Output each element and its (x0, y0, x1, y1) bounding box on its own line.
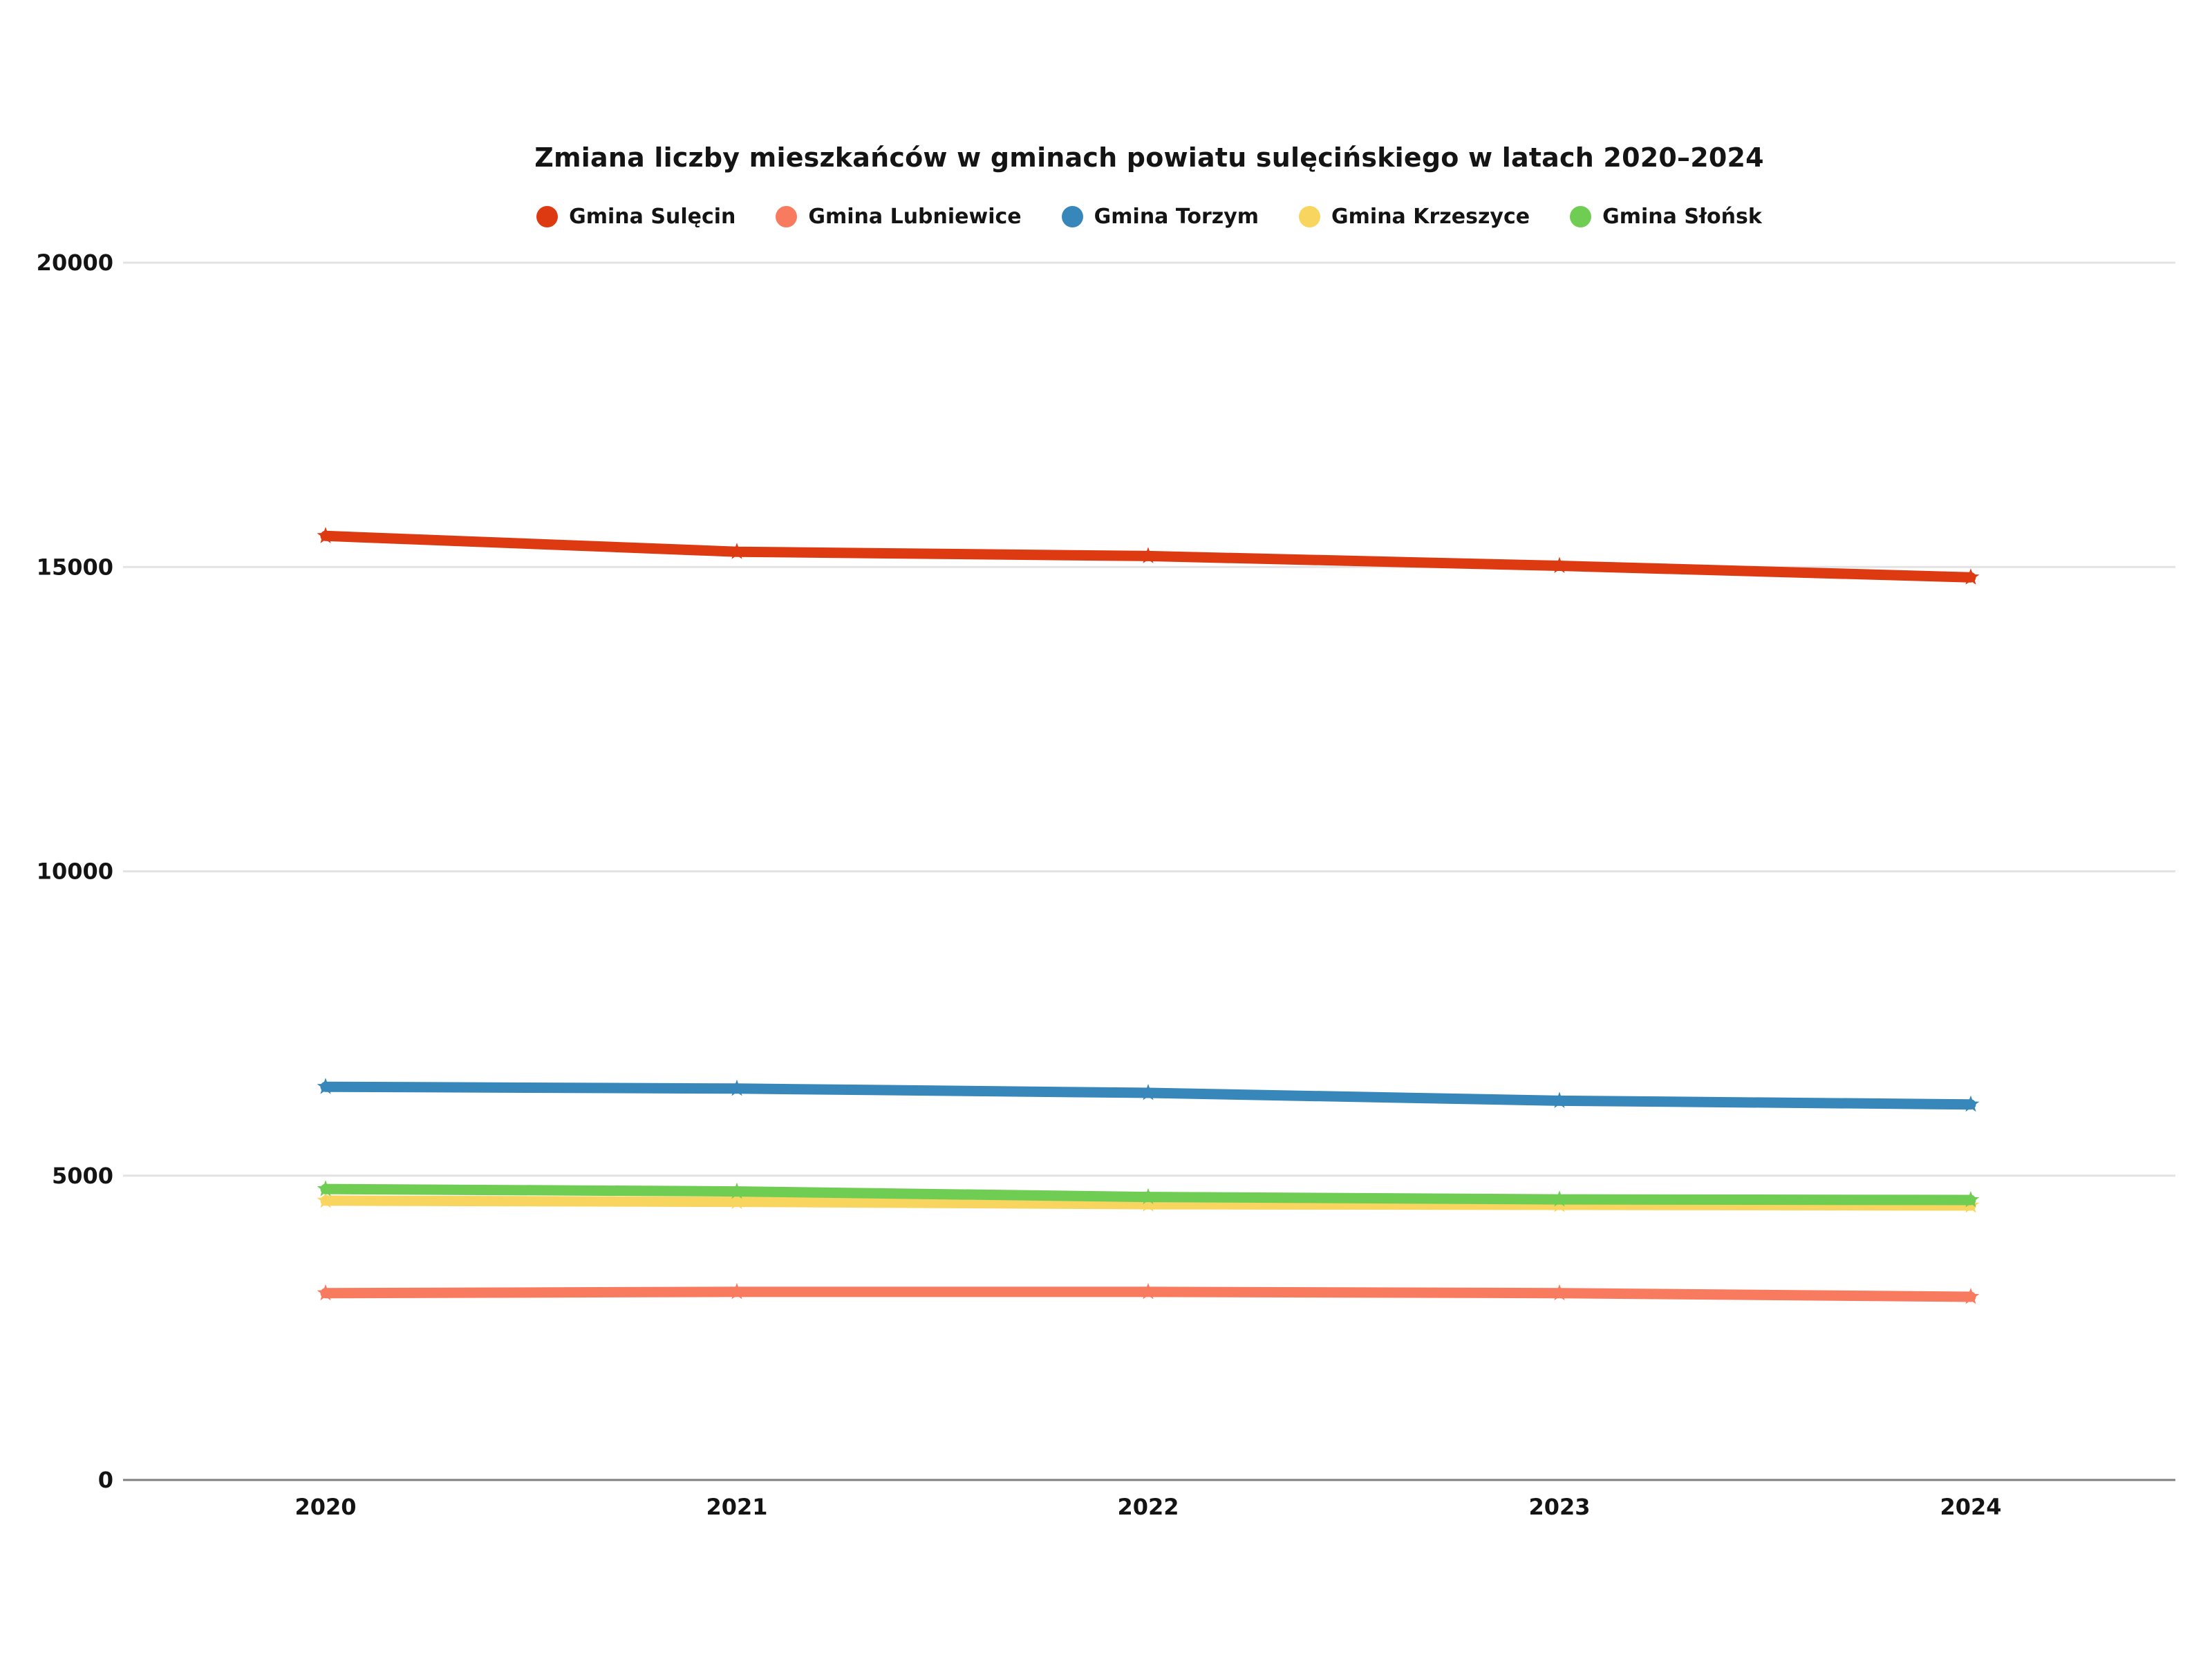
legend-label: Gmina Lubniewice (808, 205, 1022, 229)
x-axis-tick-label: 2024 (1940, 1494, 2001, 1520)
data-point-marker[interactable] (1139, 1195, 1157, 1212)
data-point-marker[interactable] (728, 1079, 746, 1096)
data-point-marker[interactable] (1139, 547, 1157, 563)
data-point-marker[interactable] (1962, 568, 1980, 585)
legend-item[interactable]: Gmina Sulęcin (536, 205, 735, 229)
legend-dot-icon (1299, 206, 1321, 227)
y-axis-tick-label: 10000 (37, 859, 113, 885)
data-point-marker[interactable] (1139, 1188, 1157, 1205)
data-point-marker[interactable] (1962, 1191, 1980, 1208)
legend-dot-icon (536, 206, 559, 227)
chart-title: Zmiana liczby mieszkańców w gminach powi… (534, 142, 1764, 173)
data-point-marker[interactable] (317, 1191, 335, 1208)
data-point-marker[interactable] (1550, 1091, 1568, 1108)
data-point-marker[interactable] (317, 527, 335, 543)
legend-label: Gmina Sulęcin (569, 205, 736, 229)
y-axis-tick-label: 20000 (37, 250, 113, 276)
legend-item[interactable]: Gmina Słońsk (1570, 205, 1762, 229)
chart-legend: Gmina Sulęcin Gmina Lubniewice Gmina Torzy… (123, 205, 2175, 229)
legend-item[interactable]: Gmina Krzeszyce (1299, 205, 1530, 229)
y-axis-tick-label: 5000 (52, 1163, 113, 1189)
x-axis-tick-label: 2020 (294, 1494, 356, 1520)
legend-item[interactable]: Gmina Lubniewice (776, 205, 1022, 229)
data-point-marker[interactable] (317, 1180, 335, 1197)
data-point-marker[interactable] (1962, 1095, 1980, 1112)
y-axis-tick-label: 0 (98, 1467, 113, 1493)
legend-dot-icon (1061, 206, 1083, 227)
data-point-marker[interactable] (1550, 556, 1568, 574)
data-point-marker[interactable] (1962, 1288, 1980, 1304)
y-axis-tick-label: 15000 (37, 554, 113, 580)
x-axis-tick-label: 2022 (1117, 1494, 1179, 1520)
data-point-marker[interactable] (1139, 1282, 1157, 1300)
data-point-marker[interactable] (317, 1284, 335, 1301)
data-point-marker[interactable] (728, 1192, 746, 1210)
data-point-marker[interactable] (1550, 1190, 1568, 1207)
legend-item[interactable]: Gmina Torzym (1061, 205, 1259, 229)
legend-dot-icon (1570, 206, 1592, 227)
data-point-marker[interactable] (728, 1182, 746, 1199)
x-axis-tick-label: 2021 (706, 1494, 767, 1520)
data-point-marker[interactable] (728, 1282, 746, 1300)
legend-label: Gmina Słońsk (1602, 205, 1762, 229)
data-point-marker[interactable] (1550, 1284, 1568, 1301)
data-point-marker[interactable] (728, 543, 746, 559)
data-point-marker[interactable] (317, 1078, 335, 1094)
legend-dot-icon (776, 206, 798, 227)
data-point-marker[interactable] (1139, 1084, 1157, 1100)
x-axis-tick-label: 2023 (1528, 1494, 1590, 1520)
legend-label: Gmina Torzym (1094, 205, 1259, 229)
legend-label: Gmina Krzeszyce (1331, 205, 1530, 229)
